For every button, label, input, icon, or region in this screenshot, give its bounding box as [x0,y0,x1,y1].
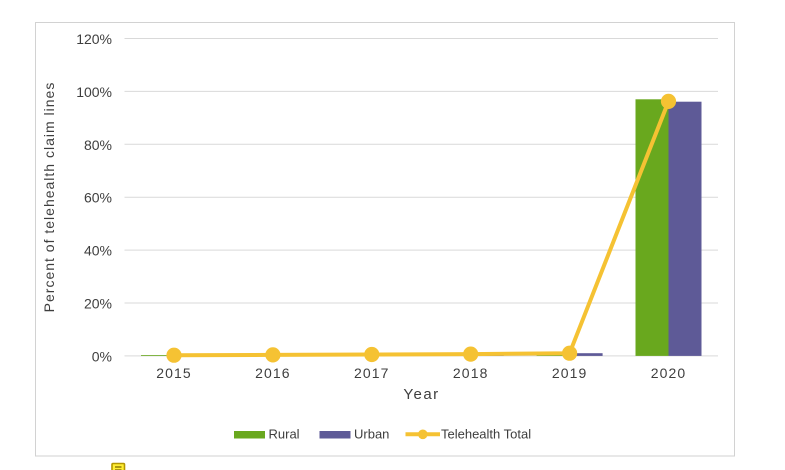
svg-text:Percent of telehealth claim li: Percent of telehealth claim lines [41,82,57,313]
svg-text:100%: 100% [76,84,112,100]
svg-text:Rural: Rural [269,427,300,442]
svg-text:40%: 40% [84,243,112,259]
svg-text:2019: 2019 [552,365,588,381]
svg-text:2020: 2020 [651,365,687,381]
svg-text:120%: 120% [76,31,112,47]
svg-text:2017: 2017 [354,365,390,381]
svg-text:Urban: Urban [354,427,389,442]
svg-text:0%: 0% [92,348,112,364]
svg-text:20%: 20% [84,296,112,312]
svg-text:Year: Year [403,386,439,403]
svg-text:2016: 2016 [255,365,291,381]
svg-text:60%: 60% [84,190,112,206]
svg-text:2015: 2015 [156,365,192,381]
svg-text:80%: 80% [84,137,112,153]
svg-text:Telehealth Total: Telehealth Total [441,427,531,442]
svg-text:2018: 2018 [453,365,489,381]
